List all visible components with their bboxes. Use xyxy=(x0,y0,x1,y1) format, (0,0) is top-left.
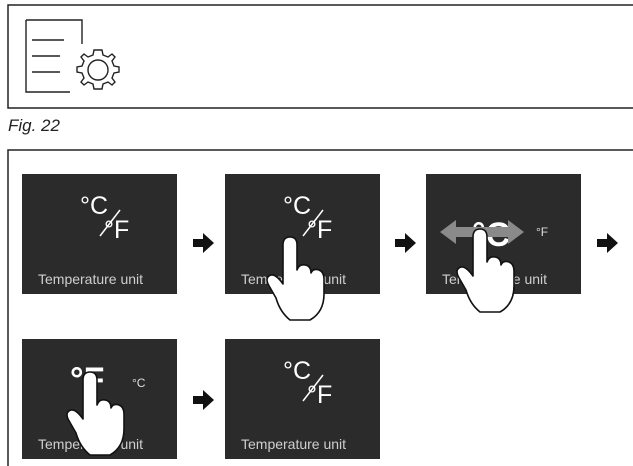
unit-bottom: °F xyxy=(307,216,332,244)
unit-bottom: °F xyxy=(307,381,332,409)
tile: °C °F Temperature unit xyxy=(225,339,380,459)
unit-top: °C xyxy=(283,357,311,385)
step-arrow xyxy=(193,233,214,253)
step-arrow xyxy=(597,233,618,253)
tile-bg xyxy=(225,339,380,459)
step-arrow xyxy=(395,233,416,253)
icon-box xyxy=(7,4,633,109)
unit-top: °C xyxy=(80,192,108,220)
unit-secondary: °F xyxy=(536,225,548,239)
step-arrow xyxy=(193,390,214,410)
tile-label: Temperature unit xyxy=(241,436,346,452)
settings-icon xyxy=(25,19,120,93)
slash xyxy=(302,209,324,237)
unit-top: °C xyxy=(283,192,311,220)
unit-bottom: °F xyxy=(104,216,129,244)
tile-bg xyxy=(22,174,177,294)
slash xyxy=(99,209,121,237)
steps-box xyxy=(7,149,633,466)
tile: °C °F Temperature unit xyxy=(22,174,177,294)
slash xyxy=(302,374,324,402)
unit-secondary: °C xyxy=(132,376,146,390)
tile-label: Temperature unit xyxy=(38,271,143,287)
figure-label: Fig. 22 xyxy=(8,116,61,135)
